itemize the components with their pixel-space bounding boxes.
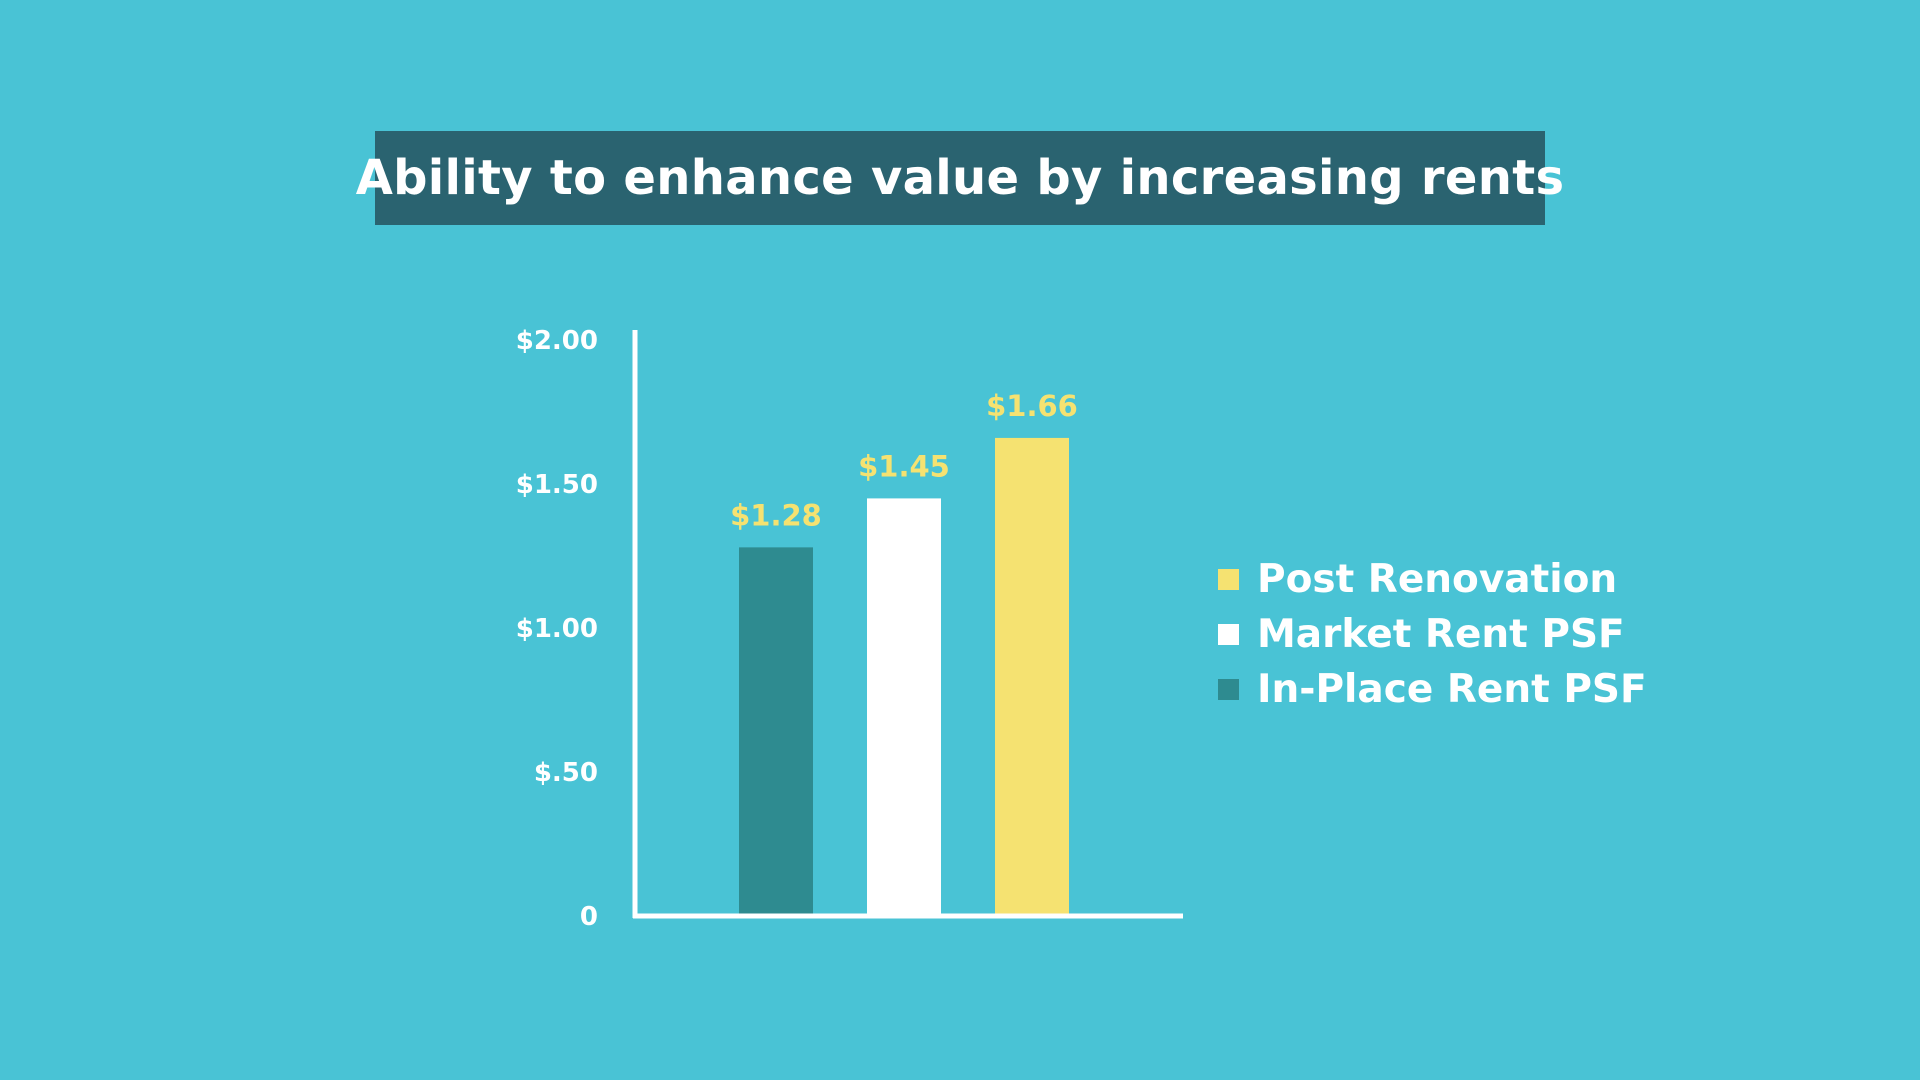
y-tick-label: $1.00 bbox=[516, 614, 598, 644]
legend-swatch bbox=[1218, 569, 1239, 590]
bar bbox=[867, 498, 941, 916]
y-tick-label: 0 bbox=[580, 902, 598, 932]
legend-label: In-Place Rent PSF bbox=[1257, 667, 1647, 712]
data-label: $1.28 bbox=[730, 498, 822, 532]
y-tick-label: $2.00 bbox=[516, 326, 598, 356]
legend-swatch bbox=[1218, 679, 1239, 700]
legend-swatch bbox=[1218, 624, 1239, 645]
legend-label: Market Rent PSF bbox=[1257, 612, 1625, 657]
data-label: $1.66 bbox=[986, 389, 1078, 423]
legend-label: Post Renovation bbox=[1257, 557, 1618, 602]
bar bbox=[995, 437, 1069, 916]
bar bbox=[739, 547, 813, 916]
bars bbox=[739, 437, 1069, 916]
legend-item: Post Renovation bbox=[1218, 552, 1647, 607]
y-tick-label: $1.50 bbox=[516, 470, 598, 500]
data-label: $1.45 bbox=[858, 449, 950, 483]
legend-item: In-Place Rent PSF bbox=[1218, 662, 1647, 717]
data-labels: $1.28 $1.45 $1.66 bbox=[730, 389, 1078, 532]
chart-title: Ability to enhance value by increasing r… bbox=[355, 150, 1565, 206]
chart-title-banner: Ability to enhance value by increasing r… bbox=[356, 131, 1564, 225]
y-tick-label: $.50 bbox=[534, 758, 598, 788]
y-axis-ticks: 0 $.50 $1.00 $1.50 $2.00 bbox=[516, 326, 598, 932]
legend: Post Renovation Market Rent PSF In-Place… bbox=[1218, 552, 1647, 717]
legend-item: Market Rent PSF bbox=[1218, 607, 1647, 662]
